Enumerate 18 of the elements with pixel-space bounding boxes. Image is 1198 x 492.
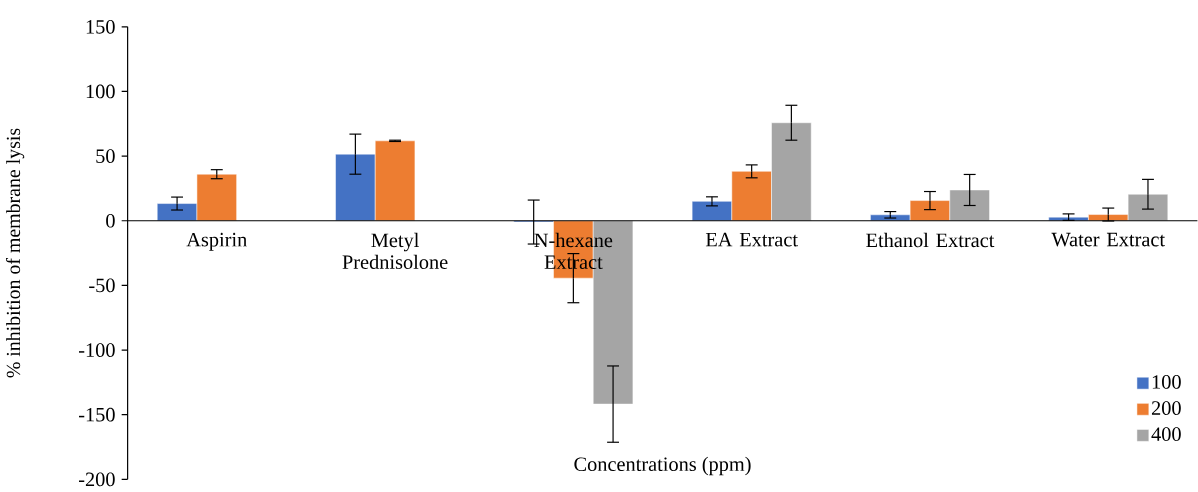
x-tick-label: Aspirin bbox=[186, 232, 247, 251]
y-tick-label: 100 bbox=[86, 84, 115, 99]
y-tick-label: 0 bbox=[106, 213, 115, 228]
legend-label: 100 bbox=[1152, 374, 1181, 389]
x-tick-label: Water Extract bbox=[1051, 232, 1165, 247]
x-axis-title: Concentrations (ppm) bbox=[574, 456, 751, 476]
x-tick-label: Ethanol Extract bbox=[866, 232, 995, 248]
y-tick-label: -150 bbox=[78, 407, 115, 422]
y-tick-label: -200 bbox=[78, 472, 115, 487]
x-tick-label: EA Extract bbox=[705, 232, 798, 247]
y-tick-label: -100 bbox=[78, 343, 115, 357]
legend-label: 400 bbox=[1151, 427, 1181, 441]
y-tick-label: 50 bbox=[96, 149, 115, 163]
legend-label: 200 bbox=[1151, 401, 1181, 415]
y-tick-label: -50 bbox=[89, 278, 115, 293]
y-axis-title: % inhibition of membrane lysis bbox=[5, 128, 25, 378]
x-tick-label: Metyl Prednisolone bbox=[342, 232, 448, 269]
y-tick-label: 150 bbox=[86, 19, 115, 34]
